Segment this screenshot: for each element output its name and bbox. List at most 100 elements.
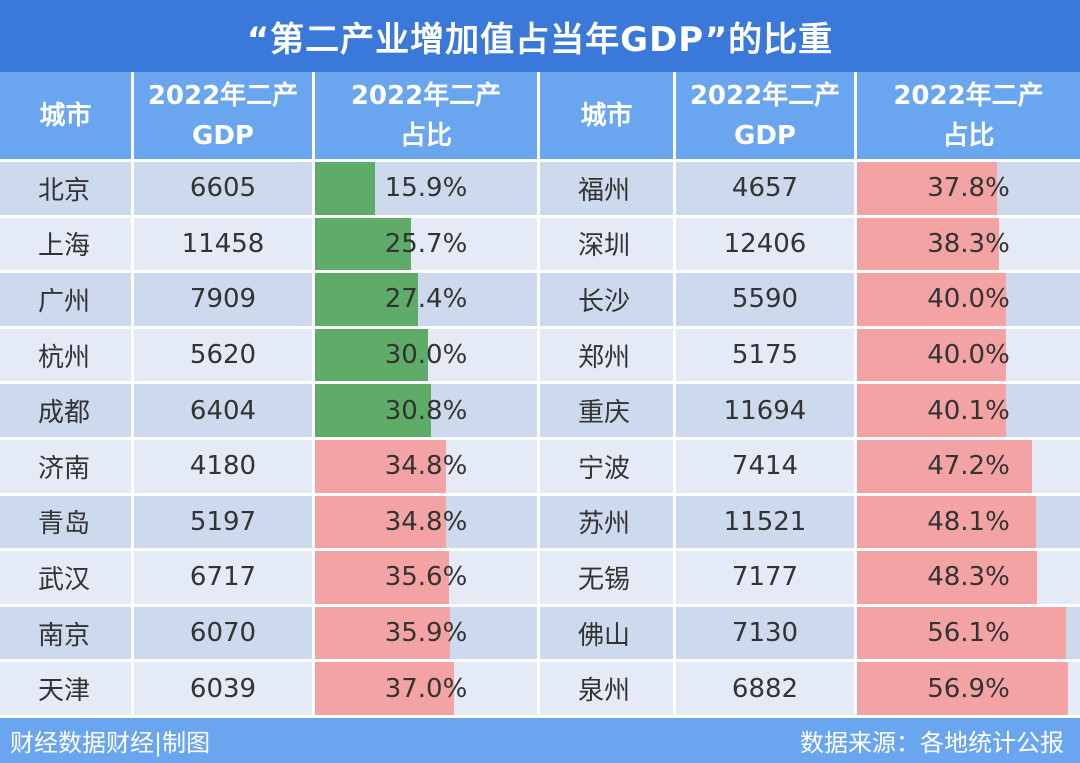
city-cell: 郑州: [540, 328, 676, 385]
header-pct-left: 2022年二产 占比: [315, 72, 540, 162]
pct-bar: [315, 384, 431, 437]
pct-label: 47.2%: [927, 451, 1010, 482]
pct-cell: 56.9%: [857, 662, 1080, 718]
city-cell: 泉州: [540, 662, 676, 718]
city-cell: 深圳: [540, 217, 676, 274]
pct-cell: 40.0%: [857, 273, 1080, 329]
city-cell: 无锡: [540, 551, 676, 607]
pct-label: 35.9%: [384, 618, 468, 649]
pct-label: 35.6%: [384, 562, 468, 593]
pct-cell: 15.9%: [315, 162, 540, 218]
gdp-cell: 5590: [676, 273, 857, 329]
city-cell: 济南: [0, 440, 134, 496]
header-gdp-left: 2022年二产 GDP: [134, 72, 315, 162]
pct-label: 34.8%: [384, 506, 468, 537]
gdp-cell: 11521: [676, 495, 857, 552]
pct-bar: [315, 217, 412, 271]
pct-cell: 56.1%: [857, 606, 1080, 663]
pct-label: 48.1%: [927, 506, 1010, 537]
pct-label: 34.8%: [384, 451, 468, 482]
pct-bar: [315, 495, 446, 549]
pct-cell: 48.1%: [857, 495, 1080, 552]
gdp-cell: 11694: [676, 384, 857, 440]
pct-cell: 40.1%: [857, 384, 1080, 440]
pct-label: 37.8%: [927, 173, 1010, 204]
footer-source: 数据来源：各地统计公报: [800, 729, 1064, 757]
gdp-cell: 4657: [676, 162, 857, 218]
gdp-cell: 12406: [676, 217, 857, 274]
gdp-cell: 6717: [134, 551, 315, 607]
pct-label: 40.0%: [927, 340, 1010, 371]
pct-bar: [857, 606, 1066, 660]
city-cell: 重庆: [540, 384, 676, 440]
page-title: “第二产业增加值占当年GDP”的比重: [0, 0, 1080, 72]
gdp-cell: 6404: [134, 384, 315, 440]
city-cell: 天津: [0, 662, 134, 718]
pct-bar: [857, 440, 1033, 493]
pct-cell: 37.8%: [857, 162, 1080, 218]
pct-label: 27.4%: [384, 284, 468, 315]
city-cell: 武汉: [0, 551, 134, 607]
pct-bar: [315, 440, 446, 493]
pct-cell: 30.8%: [315, 384, 540, 440]
pct-cell: 37.0%: [315, 662, 540, 718]
gdp-cell: 4180: [134, 440, 315, 496]
pct-label: 25.7%: [384, 228, 468, 259]
pct-bar: [857, 551, 1037, 604]
pct-cell: 25.7%: [315, 217, 540, 274]
gdp-cell: 7909: [134, 273, 315, 329]
city-cell: 杭州: [0, 328, 134, 385]
pct-bar: [315, 662, 454, 715]
city-cell: 北京: [0, 162, 134, 218]
city-cell: 福州: [540, 162, 676, 218]
pct-bar: [857, 328, 1006, 382]
gdp-cell: 11458: [134, 217, 315, 274]
pct-label: 56.1%: [927, 618, 1010, 649]
pct-cell: 48.3%: [857, 551, 1080, 607]
footer-bar: 财经数据财经|制图 数据来源：各地统计公报: [0, 718, 1080, 763]
city-cell: 长沙: [540, 273, 676, 329]
pct-bar: [315, 273, 418, 326]
city-cell: 广州: [0, 273, 134, 329]
header-gdp-right: 2022年二产 GDP: [676, 72, 857, 162]
pct-bar: [857, 273, 1006, 326]
pct-cell: 34.8%: [315, 440, 540, 496]
pct-bar: [857, 384, 1007, 437]
pct-cell: 38.3%: [857, 217, 1080, 274]
pct-label: 37.0%: [384, 673, 468, 704]
pct-label: 38.3%: [927, 228, 1010, 259]
pct-label: 30.8%: [384, 395, 468, 426]
pct-label: 40.1%: [927, 395, 1010, 426]
header-city-left: 城市: [0, 72, 134, 162]
gdp-cell: 6605: [134, 162, 315, 218]
pct-cell: 47.2%: [857, 440, 1080, 496]
pct-cell: 27.4%: [315, 273, 540, 329]
city-cell: 上海: [0, 217, 134, 274]
pct-bar: [857, 217, 1000, 271]
city-cell: 青岛: [0, 495, 134, 552]
gdp-cell: 5175: [676, 328, 857, 385]
gdp-cell: 7130: [676, 606, 857, 663]
pct-bar: [315, 606, 450, 660]
gdp-cell: 6039: [134, 662, 315, 718]
pct-bar: [857, 662, 1069, 715]
pct-bar: [857, 495, 1036, 549]
city-cell: 佛山: [540, 606, 676, 663]
gdp-cell: 5620: [134, 328, 315, 385]
gdp-cell: 7414: [676, 440, 857, 496]
footer-credit: 财经数据财经|制图: [10, 729, 211, 757]
pct-label: 56.9%: [927, 673, 1010, 704]
pct-cell: 34.8%: [315, 495, 540, 552]
pct-cell: 40.0%: [857, 328, 1080, 385]
header-pct-right: 2022年二产 占比: [857, 72, 1080, 162]
pct-cell: 30.0%: [315, 328, 540, 385]
header-city-right: 城市: [540, 72, 676, 162]
city-cell: 成都: [0, 384, 134, 440]
gdp-cell: 5197: [134, 495, 315, 552]
pct-bar: [315, 328, 428, 382]
gdp-cell: 6070: [134, 606, 315, 663]
pct-cell: 35.9%: [315, 606, 540, 663]
pct-label: 48.3%: [927, 562, 1010, 593]
pct-bar: [315, 162, 375, 215]
data-table: 城市 2022年二产 GDP 2022年二产 占比 城市 2022年二产 GDP 20…: [0, 72, 1080, 718]
